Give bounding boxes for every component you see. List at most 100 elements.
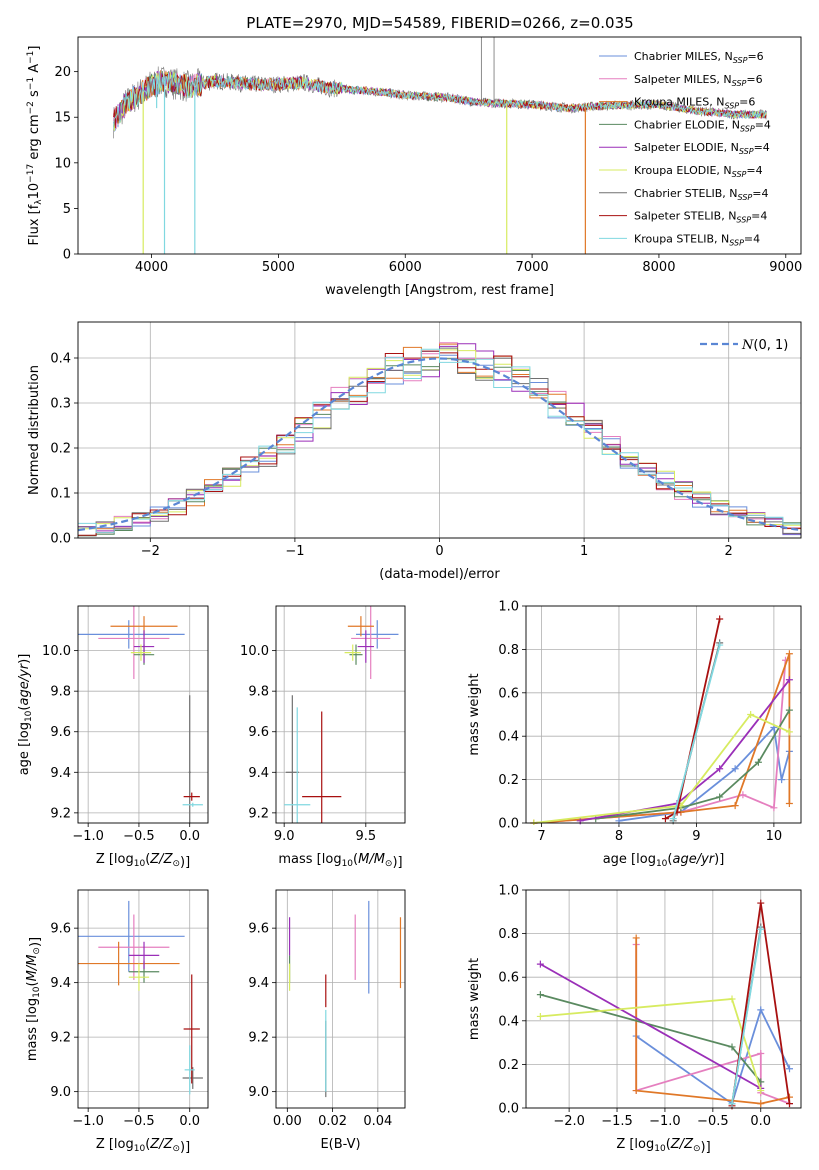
massweight-marker <box>739 791 747 799</box>
x-tick-label: 6000 <box>389 260 422 275</box>
massweight-marker <box>785 728 793 736</box>
errorbars <box>288 900 402 1098</box>
x-tick-label: −1 <box>285 544 304 559</box>
massweight-marker <box>778 776 786 784</box>
y-tick-label: 5 <box>63 202 71 217</box>
massweight-marker <box>757 1100 765 1108</box>
massweight-marker <box>786 1065 794 1073</box>
spectrum-legend: Chabrier MILES, NSSP=6 Salpeter MILES, NS… <box>599 50 771 247</box>
spectrum-line-9 <box>113 71 767 129</box>
x-tick-label: 7 <box>537 829 545 844</box>
massweight-marker <box>536 960 544 968</box>
massweight-marker <box>731 802 739 810</box>
x-tick-label: 9.0 <box>274 829 295 844</box>
x-axis-label: age [log10(age/yr)] <box>603 852 725 869</box>
x-tick-label: −2.0 <box>553 1114 585 1129</box>
y-tick-label: 9.4 <box>50 976 71 991</box>
y-axis-label: Flux [fλ10−17 erg cm−2 s−1 A−1] <box>26 46 44 246</box>
x-tick-label: 0.04 <box>363 1114 392 1129</box>
axes-frame <box>77 889 209 1109</box>
x-axis-label: (data-model)/error <box>379 567 500 582</box>
figure-title: PLATE=2970, MJD=54589, FIBERID=0266, z=0… <box>246 14 633 32</box>
massweight-line-6 <box>533 713 790 824</box>
y-tick-label: 1.0 <box>498 884 519 899</box>
y-axis-label: mass weight <box>467 673 482 755</box>
x-axis-label: mass [log10(M/M⊙)] <box>278 852 402 870</box>
y-tick-label: 9.6 <box>50 725 71 740</box>
x-tick-label: −0.5 <box>123 829 155 844</box>
y-tick-label: 9.6 <box>248 725 269 740</box>
massweight-panel-5: 7 8 9 10 0.0 0.2 0.4 0.6 0.8 1.0 mass weight age [l… <box>467 600 802 869</box>
legend-entry: Chabrier ELODIE, NSSP=4 <box>634 118 771 133</box>
massweight-marker <box>757 925 765 933</box>
y-tick-label: 0.4 <box>498 730 519 745</box>
y-tick-label: 9.4 <box>50 766 71 781</box>
x-tick-label: 5000 <box>262 260 295 275</box>
legend-entry: Salpeter ELODIE, NSSP=4 <box>634 141 770 156</box>
massweight-lines <box>536 899 794 1110</box>
y-tick-label: 9.8 <box>248 685 269 700</box>
y-tick-label: 0.8 <box>498 643 519 658</box>
y-axis-label: mass weight <box>467 958 482 1040</box>
massweight-line-9 <box>731 929 762 1104</box>
massweight-line-1 <box>635 1007 791 1106</box>
normal-curve <box>78 357 801 532</box>
errorbar-panel-4: 9.0 9.5 9.2 9.4 9.6 9.8 10.0 mass [log10(M/M⊙)] <box>240 605 406 870</box>
massweight-marker <box>632 934 640 942</box>
axes-panel-5: 7 8 9 10 0.0 0.2 0.4 0.6 0.8 1.0 <box>498 600 801 844</box>
errorbars <box>78 606 203 823</box>
x-tick-label: −1.5 <box>601 1114 633 1129</box>
x-tick-label: −1.0 <box>72 829 104 844</box>
massweight-marker <box>716 615 724 623</box>
massweight-line-3 <box>635 938 790 1105</box>
massweight-marker <box>786 1100 794 1108</box>
massweight-marker <box>716 641 724 649</box>
axes-frame <box>77 36 802 255</box>
x-tick-label: 0.0 <box>179 829 200 844</box>
y-tick-label: 9.2 <box>248 1031 269 1046</box>
y-tick-label: 9.0 <box>248 1085 269 1100</box>
massweight-marker <box>757 1006 765 1014</box>
y-tick-label: 0.0 <box>498 1102 519 1117</box>
axes-panel-6: −1.0 −0.5 0.0 9.0 9.2 9.4 9.6 <box>50 890 208 1129</box>
y-tick-label: 0.3 <box>50 397 71 412</box>
massweight-marker <box>728 1100 736 1108</box>
massweight-line-4 <box>540 993 762 1083</box>
legend-entry: N(0, 1) <box>741 338 788 353</box>
massweight-marker <box>632 1087 640 1095</box>
massweight-marker <box>754 758 762 766</box>
x-tick-label: 8 <box>615 829 623 844</box>
y-tick-label: 9.2 <box>50 1031 71 1046</box>
y-tick-label: 10.0 <box>240 644 269 659</box>
y-tick-label: 0.0 <box>498 817 519 832</box>
axes-panel-7: 0.00 0.02 0.04 9.0 9.2 9.4 9.6 <box>248 890 405 1129</box>
y-tick-label: 15 <box>54 111 71 126</box>
y-tick-label: 9.2 <box>248 806 269 821</box>
x-axis-label: wavelength [Angstrom, rest frame] <box>325 283 554 298</box>
massweight-marker <box>785 650 793 658</box>
x-axis-label: Z [log10(Z/Z⊙)] <box>96 1137 190 1155</box>
massweight-marker <box>785 706 793 714</box>
massweight-marker <box>770 804 778 812</box>
legend-entry: Kroupa STELIB, NSSP=4 <box>634 232 760 247</box>
x-tick-label: 9000 <box>769 260 802 275</box>
massweight-marker <box>661 815 669 823</box>
x-tick-label: 8000 <box>642 260 675 275</box>
y-tick-label: 10.0 <box>42 644 71 659</box>
massweight-line-6 <box>540 998 762 1091</box>
massweight-marker <box>536 1012 544 1020</box>
spectrum-lines <box>113 37 767 254</box>
y-tick-label: 9.4 <box>248 976 269 991</box>
y-tick-label: 9.8 <box>50 685 71 700</box>
legend-entry: Salpeter STELIB, NSSP=4 <box>634 210 767 225</box>
x-tick-label: −2 <box>141 544 160 559</box>
massweight-marker <box>716 765 724 773</box>
legend-entry: Kroupa ELODIE, NSSP=4 <box>634 164 763 179</box>
errorbar-panel-7: 0.00 0.02 0.04 9.0 9.2 9.4 9.6 E(B-V) <box>248 889 406 1152</box>
y-tick-label: 9.4 <box>248 766 269 781</box>
y-axis-label: mass [log10(M/M⊙)] <box>25 937 43 1061</box>
massweight-lines <box>530 615 793 825</box>
legend-entry: Chabrier MILES, NSSP=6 <box>634 50 764 65</box>
y-tick-label: 9.6 <box>50 922 71 937</box>
legend-entry: Kroupa MILES, NSSP=6 <box>634 96 755 111</box>
